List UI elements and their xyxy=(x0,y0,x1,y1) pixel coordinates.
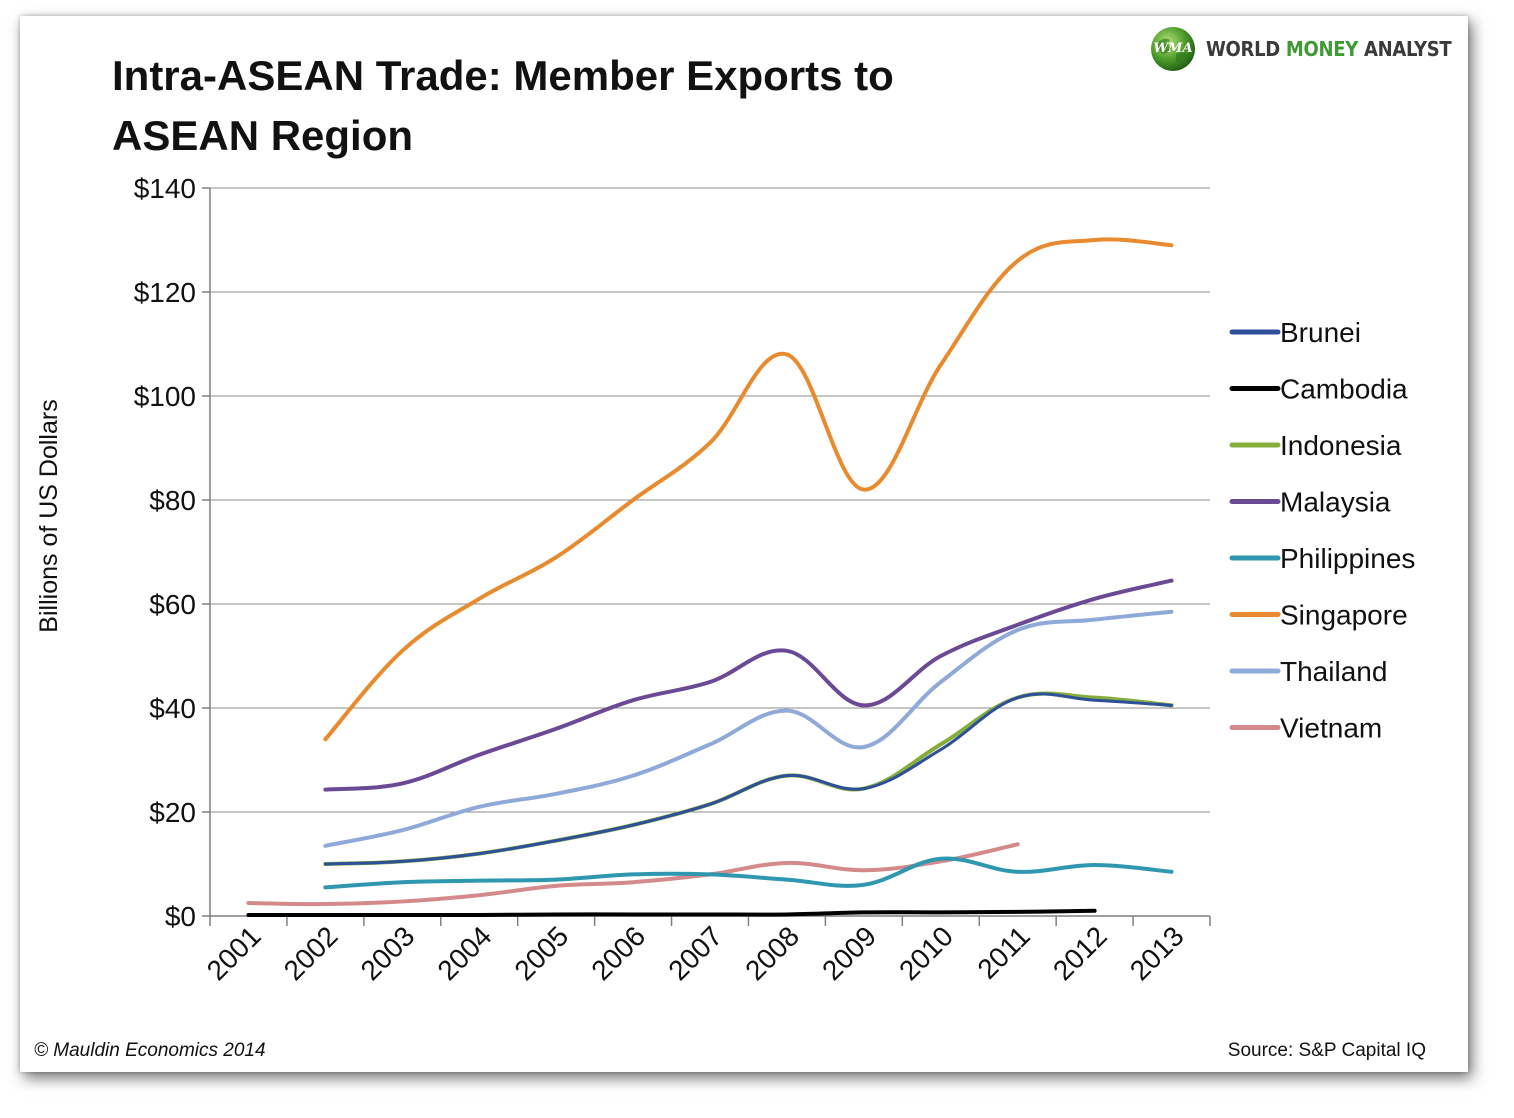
x-tick-label-2002: 2002 xyxy=(278,920,344,986)
logo-word-money: MONEY xyxy=(1285,37,1358,61)
series-lines xyxy=(246,237,1174,918)
legend-label-indonesia: Indonesia xyxy=(1280,430,1402,461)
x-tick-label-2012: 2012 xyxy=(1047,920,1113,986)
y-tick-label: $60 xyxy=(149,589,196,620)
x-tick-label-2010: 2010 xyxy=(893,920,959,986)
x-tick-label-2005: 2005 xyxy=(508,920,574,986)
chart-title-line-2: ASEAN Region xyxy=(112,112,414,159)
x-tick-label-2007: 2007 xyxy=(662,920,728,986)
logo-badge-text: WMA xyxy=(1153,41,1192,56)
legend-label-singapore: Singapore xyxy=(1280,600,1408,631)
legend-label-malaysia: Malaysia xyxy=(1280,487,1391,518)
x-axis: 2001 2002 2003 2004 2005 2006 2007 2008 2009 2010… xyxy=(201,916,1211,986)
y-tick-label: $40 xyxy=(149,693,196,724)
x-tick-label-2013: 2013 xyxy=(1124,920,1190,986)
series-line-vietnam xyxy=(246,842,1020,907)
gridlines xyxy=(210,187,1210,917)
y-tick-label: $100 xyxy=(134,381,196,412)
legend-label-thailand: Thailand xyxy=(1280,656,1387,687)
y-tick-label: $140 xyxy=(134,173,196,204)
series-line-indonesia xyxy=(323,691,1174,866)
chart-card: Intra-ASEAN Trade: Member Exports to ASE… xyxy=(20,16,1468,1072)
logo-word-world: WORLD xyxy=(1206,37,1280,61)
y-axis-ticks: $0 $20 $40 $60 $80 $100 $120 $140 xyxy=(134,173,211,932)
x-tick-label-2006: 2006 xyxy=(585,920,651,986)
x-tick-label-2003: 2003 xyxy=(355,920,421,986)
logo-wordmark: WORLD MONEY ANALYST xyxy=(1206,37,1452,61)
y-tick-label: $120 xyxy=(134,277,196,308)
y-tick-label: $80 xyxy=(149,485,196,516)
globe-icon: WMA xyxy=(1151,27,1195,71)
y-tick-label: $20 xyxy=(149,797,196,828)
legend-label-brunei: Brunei xyxy=(1280,317,1361,348)
series-line-thailand xyxy=(323,609,1174,848)
x-tick-label-2009: 2009 xyxy=(816,920,882,986)
y-axis-label: Billions of US Dollars xyxy=(35,399,63,632)
series-line-singapore xyxy=(323,237,1174,742)
legend-label-cambodia: Cambodia xyxy=(1280,374,1408,405)
world-money-analyst-logo: WMA WORLD MONEY ANALYST xyxy=(1146,24,1452,74)
series-line-philippines xyxy=(323,856,1174,890)
chart-title-line-1: Intra-ASEAN Trade: Member Exports to xyxy=(112,52,894,99)
series-line-brunei xyxy=(323,692,1174,866)
x-tick-label-2008: 2008 xyxy=(739,920,805,986)
x-tick-label-2011: 2011 xyxy=(971,920,1036,985)
copyright-note: © Mauldin Economics 2014 xyxy=(34,1040,266,1061)
series-line-malaysia xyxy=(323,578,1174,792)
source-note: Source: S&P Capital IQ xyxy=(1227,1040,1426,1061)
x-tick-label-2004: 2004 xyxy=(432,920,498,986)
legend-label-vietnam: Vietnam xyxy=(1280,713,1382,744)
logo-word-analyst: ANALYST xyxy=(1363,37,1452,61)
y-tick-label: $0 xyxy=(165,901,196,932)
legend-label-philippines: Philippines xyxy=(1280,543,1415,574)
chart-title: Intra-ASEAN Trade: Member Exports to ASE… xyxy=(112,46,1012,166)
legend: Brunei Cambodia Indonesia Malaysia Philippin… xyxy=(1229,317,1415,744)
x-tick-label-2001: 2001 xyxy=(201,920,267,986)
line-chart: $0$20$40$60$80$100$120$140 2001 2002 2003 2… xyxy=(35,173,1415,986)
series-line-cambodia xyxy=(246,908,1097,918)
